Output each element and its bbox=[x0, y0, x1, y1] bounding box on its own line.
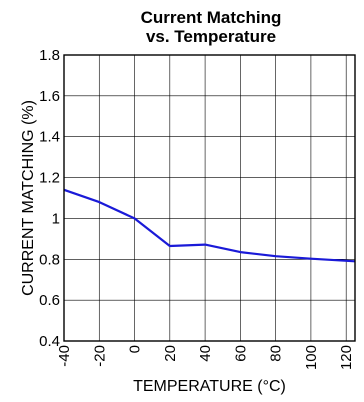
chart-subtitle: vs. Temperature bbox=[145, 27, 277, 46]
x-tick-label: 60 bbox=[232, 345, 249, 362]
x-tick-label: 100 bbox=[303, 345, 320, 370]
y-tick-label: 1.4 bbox=[39, 129, 60, 146]
x-tick-label: 120 bbox=[338, 345, 355, 370]
y-axis-label: CURRENT MATCHING (%) bbox=[20, 100, 37, 296]
x-tick-label: -40 bbox=[56, 345, 73, 367]
y-tick-label: 1 bbox=[52, 210, 60, 227]
series-line bbox=[63, 188, 356, 263]
y-tick-label: 1.8 bbox=[39, 47, 60, 64]
y-tick-label: 0.8 bbox=[39, 251, 60, 268]
y-tick-label: 1.6 bbox=[39, 88, 60, 105]
series-group bbox=[63, 188, 356, 263]
x-tick-label: 20 bbox=[162, 345, 179, 362]
y-tick-label: 0.4 bbox=[39, 333, 60, 350]
y-tick-label: 0.6 bbox=[39, 292, 60, 309]
x-axis-ticks: -40 -20 0 20 40 60 80 100 120 bbox=[56, 345, 355, 370]
y-axis-ticks: 0.4 0.6 0.8 1 1.2 1.4 1.6 1.8 bbox=[39, 47, 60, 350]
x-tick-label: 80 bbox=[268, 345, 285, 362]
plot-area bbox=[64, 55, 355, 341]
y-tick-label: 1.2 bbox=[39, 170, 60, 187]
x-tick-label: 0 bbox=[127, 345, 144, 353]
x-tick-label: 40 bbox=[197, 345, 214, 362]
plot-frame bbox=[63, 54, 356, 342]
x-tick-label: -20 bbox=[91, 345, 108, 367]
x-axis-label: TEMPERATURE (°C) bbox=[133, 378, 286, 395]
chart-title: Current Matching bbox=[140, 8, 282, 27]
